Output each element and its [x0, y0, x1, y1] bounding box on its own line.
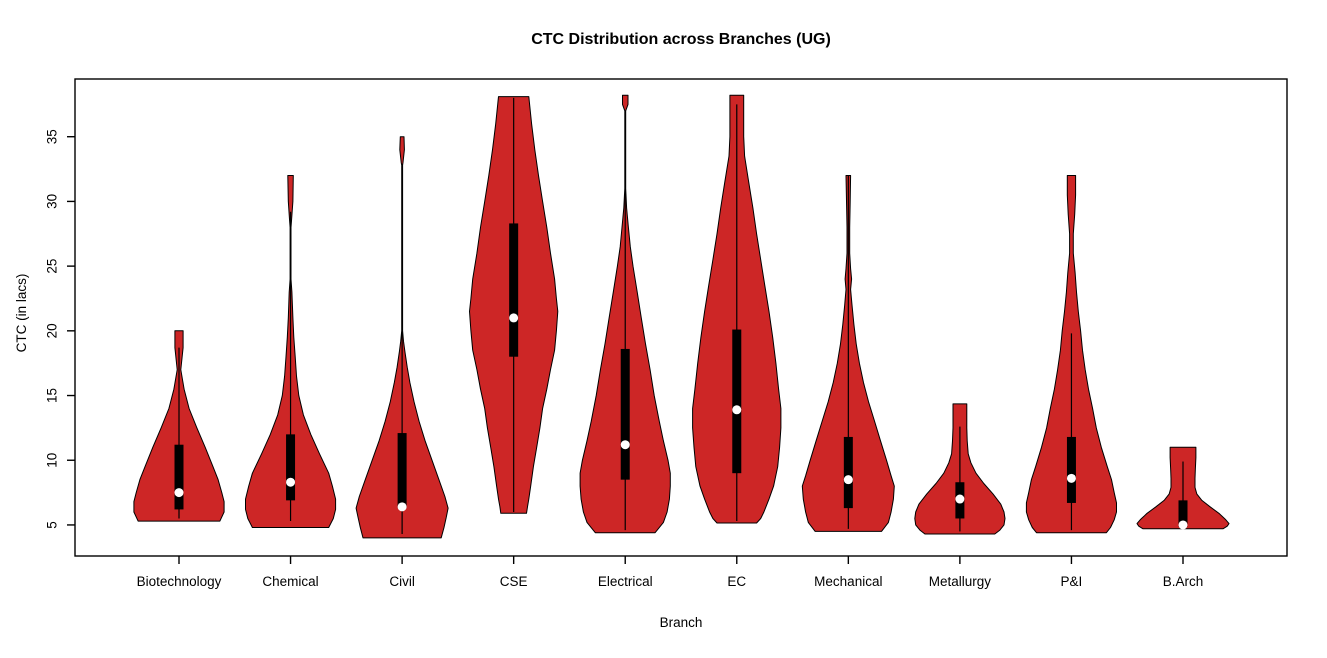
- plot-border: [74, 78, 1288, 557]
- median-dot: [843, 475, 853, 485]
- x-tick-label: Mechanical: [814, 574, 882, 589]
- y-tick-label: 20: [45, 323, 60, 338]
- violin-p-i: [1025, 175, 1117, 534]
- violin-electrical: [579, 94, 671, 534]
- violin-b-arch: [1136, 446, 1230, 530]
- axes-layer: Biotechnology Chemical Civil CSE Electrical E…: [45, 129, 1204, 589]
- violin-metallurgy: [914, 403, 1006, 535]
- x-axis-label: Branch: [660, 615, 703, 630]
- x-tick-label: Civil: [389, 574, 415, 589]
- median-dot: [509, 313, 519, 323]
- violin-cse: [469, 96, 559, 514]
- iqr-box: [620, 348, 630, 480]
- median-dot: [1178, 520, 1188, 530]
- median-dot: [174, 488, 184, 498]
- iqr-box: [1066, 436, 1076, 503]
- x-tick-label: P&I: [1061, 574, 1083, 589]
- violin-biotechnology: [133, 330, 225, 522]
- iqr-box: [732, 329, 742, 474]
- y-tick-label: 30: [45, 194, 60, 209]
- x-tick-label: Metallurgy: [929, 574, 992, 589]
- violin-civil: [355, 136, 449, 539]
- violin-ec: [692, 94, 782, 524]
- iqr-box: [286, 434, 296, 501]
- median-dot: [955, 494, 965, 504]
- y-tick-label: 10: [45, 453, 60, 468]
- y-tick-label: 5: [45, 521, 60, 529]
- iqr-box: [1178, 500, 1188, 527]
- iqr-box: [843, 436, 853, 509]
- violins-layer: [133, 94, 1230, 539]
- violin-chemical: [245, 175, 337, 528]
- median-dot: [286, 477, 296, 487]
- y-tick-label: 35: [45, 129, 60, 144]
- median-dot: [732, 405, 742, 415]
- median-dot: [620, 440, 630, 450]
- y-tick-label: 15: [45, 388, 60, 403]
- median-dot: [397, 502, 407, 512]
- violin-mechanical: [801, 175, 895, 532]
- iqr-box: [397, 433, 407, 509]
- y-tick-label: 25: [45, 259, 60, 274]
- y-axis-label: CTC (in lacs): [14, 274, 29, 353]
- x-tick-label: Biotechnology: [137, 574, 222, 589]
- iqr-box: [174, 444, 184, 510]
- x-tick-label: CSE: [500, 574, 528, 589]
- chart-title: CTC Distribution across Branches (UG): [531, 31, 831, 48]
- x-tick-label: Chemical: [262, 574, 318, 589]
- median-dot: [1066, 473, 1076, 483]
- x-tick-label: EC: [727, 574, 746, 589]
- x-tick-label: B.Arch: [1163, 574, 1204, 589]
- iqr-box: [509, 223, 519, 357]
- x-tick-label: Electrical: [598, 574, 653, 589]
